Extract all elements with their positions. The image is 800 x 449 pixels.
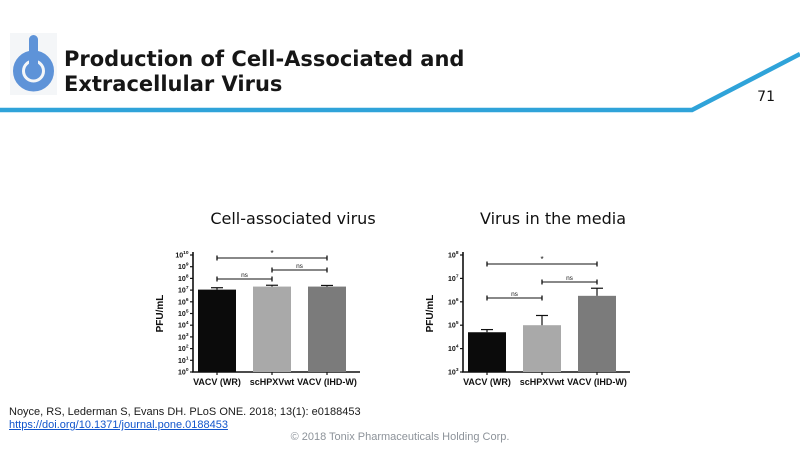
error-bar [536,314,548,326]
significance-brackets: * ns ns [486,255,598,301]
y-tick-label: 101 [178,355,189,365]
y-tick-label: 104 [448,344,459,354]
y-tick-label: 108 [178,273,189,283]
bars: VACV (WR) scHPXVwt VACV (IHD-W) [463,287,627,387]
doi-link[interactable]: https://doi.org/10.1371/journal.pone.018… [9,419,228,431]
x-tick-label: VACV (WR) [193,377,241,387]
citation-block: Noyce, RS, Lederman S, Evans DH. PLoS ON… [9,406,361,432]
bar-VACV (IHD-W) [308,286,346,372]
error-bar [321,284,333,287]
error-bar [591,287,603,296]
y-tick-label: 106 [448,297,459,307]
page-number: 71 [757,89,775,105]
significance-brackets: * ns ns [216,249,328,282]
copyright-text: © 2018 Tonix Pharmaceuticals Holding Cor… [290,431,510,443]
y-axis-label: PFU/mL [425,295,436,333]
chart-virus-in-media: 103 104 105 106 107 108 VACV (WR) scHPXVwt VACV … [423,238,653,398]
slide-title: Production of Cell-Associated and Extrac… [64,47,465,97]
y-axis-ticks: 103 104 105 106 107 108 [448,250,463,377]
bar-VACV (WR) [198,289,236,372]
x-tick-label: scHPXVwt [250,377,295,387]
bar-chart-svg: 103 104 105 106 107 108 VACV (WR) scHPXVwt VACV … [425,250,630,387]
significance-label: ns [296,263,304,270]
y-tick-label: 104 [178,320,189,330]
citation-text: Noyce, RS, Lederman S, Evans DH. PLoS ON… [9,406,361,418]
tonix-logo [10,33,57,95]
significance-label: ns [566,275,574,282]
y-tick-label: 105 [178,309,189,319]
x-tick-label: scHPXVwt [520,377,565,387]
y-tick-label: 100 [178,367,189,377]
error-bar [481,328,493,333]
y-tick-label: 109 [178,262,189,272]
y-tick-label: 108 [448,250,459,260]
y-axis-label: PFU/mL [155,295,166,333]
power-icon [13,35,54,92]
chart-cell-associated-virus: 100 101 102 103 104 105 106 107 108 109 1010 VACV (… [153,238,383,398]
significance-label: ns [511,291,519,298]
y-tick-label: 107 [448,273,459,283]
y-tick-label: 103 [448,367,459,377]
x-tick-label: VACV (IHD-W) [567,377,627,387]
x-tick-label: VACV (IHD-W) [297,377,357,387]
chart-title-virus-media: Virus in the media [479,209,627,228]
significance-label: * [270,249,273,258]
error-bar [211,287,223,290]
y-tick-label: 102 [178,344,189,354]
bars: VACV (WR) scHPXVwt VACV (IHD-W) [193,284,357,387]
y-tick-label: 1010 [175,250,188,260]
significance-label: ns [241,272,249,279]
chart-title-cell-associated: Cell-associated virus [210,209,376,228]
y-tick-label: 105 [448,320,459,330]
power-icon-dot [25,62,42,80]
significance-label: * [540,255,543,264]
bar-scHPXVwt [523,325,561,372]
x-tick-label: VACV (WR) [463,377,511,387]
bar-VACV (IHD-W) [578,295,616,372]
y-tick-label: 106 [178,297,189,307]
y-tick-label: 107 [178,285,189,295]
bar-scHPXVwt [253,286,291,372]
error-bar [266,284,278,287]
bar-VACV (WR) [468,332,506,372]
y-tick-label: 103 [178,332,189,342]
